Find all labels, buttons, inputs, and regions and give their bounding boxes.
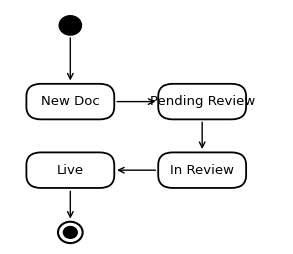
FancyBboxPatch shape	[26, 152, 114, 188]
FancyBboxPatch shape	[26, 84, 114, 119]
Circle shape	[58, 222, 83, 243]
Text: Pending Review: Pending Review	[149, 95, 255, 108]
Circle shape	[59, 16, 81, 35]
Circle shape	[63, 226, 78, 239]
Text: Live: Live	[57, 164, 84, 177]
Text: In Review: In Review	[170, 164, 234, 177]
Text: New Doc: New Doc	[41, 95, 100, 108]
FancyBboxPatch shape	[158, 152, 246, 188]
FancyBboxPatch shape	[158, 84, 246, 119]
